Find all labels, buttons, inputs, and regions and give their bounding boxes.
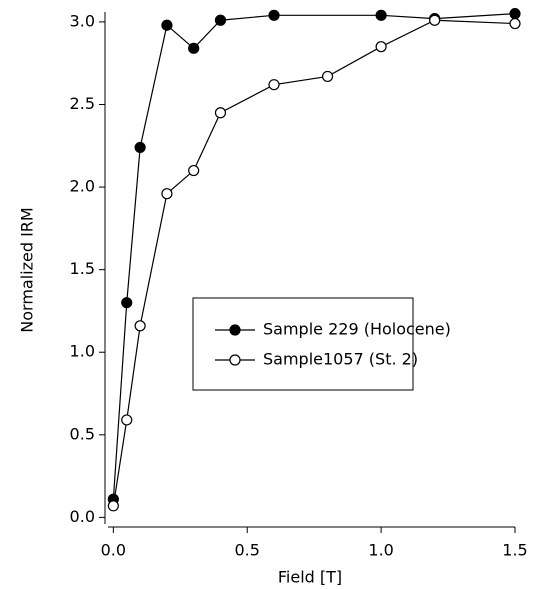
point — [161, 19, 173, 31]
point — [134, 141, 146, 154]
y-tick-label: 3.0 — [70, 11, 95, 30]
legend-label: Sample 229 (Holocene) — [263, 320, 451, 339]
point — [268, 79, 280, 91]
x-axis-label: Field [T] — [278, 568, 342, 587]
y-tick-label: 2.5 — [70, 94, 95, 113]
x-tick-label: 1.5 — [502, 541, 527, 560]
point — [214, 107, 227, 119]
y-tick-label: 2.0 — [70, 177, 95, 196]
x-tick-label: 0.5 — [235, 541, 260, 560]
legend-marker — [229, 324, 241, 336]
x-tick-label: 1.0 — [368, 541, 393, 560]
point — [214, 14, 227, 26]
point — [161, 188, 173, 200]
point — [268, 9, 280, 21]
x-tick-label: 0.0 — [101, 541, 126, 560]
y-tick-label: 1.5 — [70, 259, 95, 278]
point — [375, 41, 387, 53]
y-axis-label: Normalized IRM — [18, 207, 37, 332]
legend-marker — [229, 354, 241, 366]
legend-label: Sample1057 (St. 2) — [263, 350, 418, 369]
point — [134, 320, 146, 332]
point — [188, 164, 200, 177]
point — [321, 70, 334, 83]
point — [188, 42, 200, 54]
point — [509, 8, 521, 20]
y-tick-label: 1.0 — [70, 342, 95, 361]
point — [375, 9, 387, 21]
legend-box — [192, 297, 414, 391]
point — [121, 414, 133, 426]
point — [107, 500, 119, 512]
point — [121, 297, 133, 309]
point — [509, 17, 521, 30]
series-line — [112, 19, 516, 506]
y-tick-label: 0.0 — [70, 507, 95, 526]
point — [429, 14, 441, 26]
series-line — [112, 13, 516, 500]
y-tick-label: 0.5 — [70, 424, 95, 443]
